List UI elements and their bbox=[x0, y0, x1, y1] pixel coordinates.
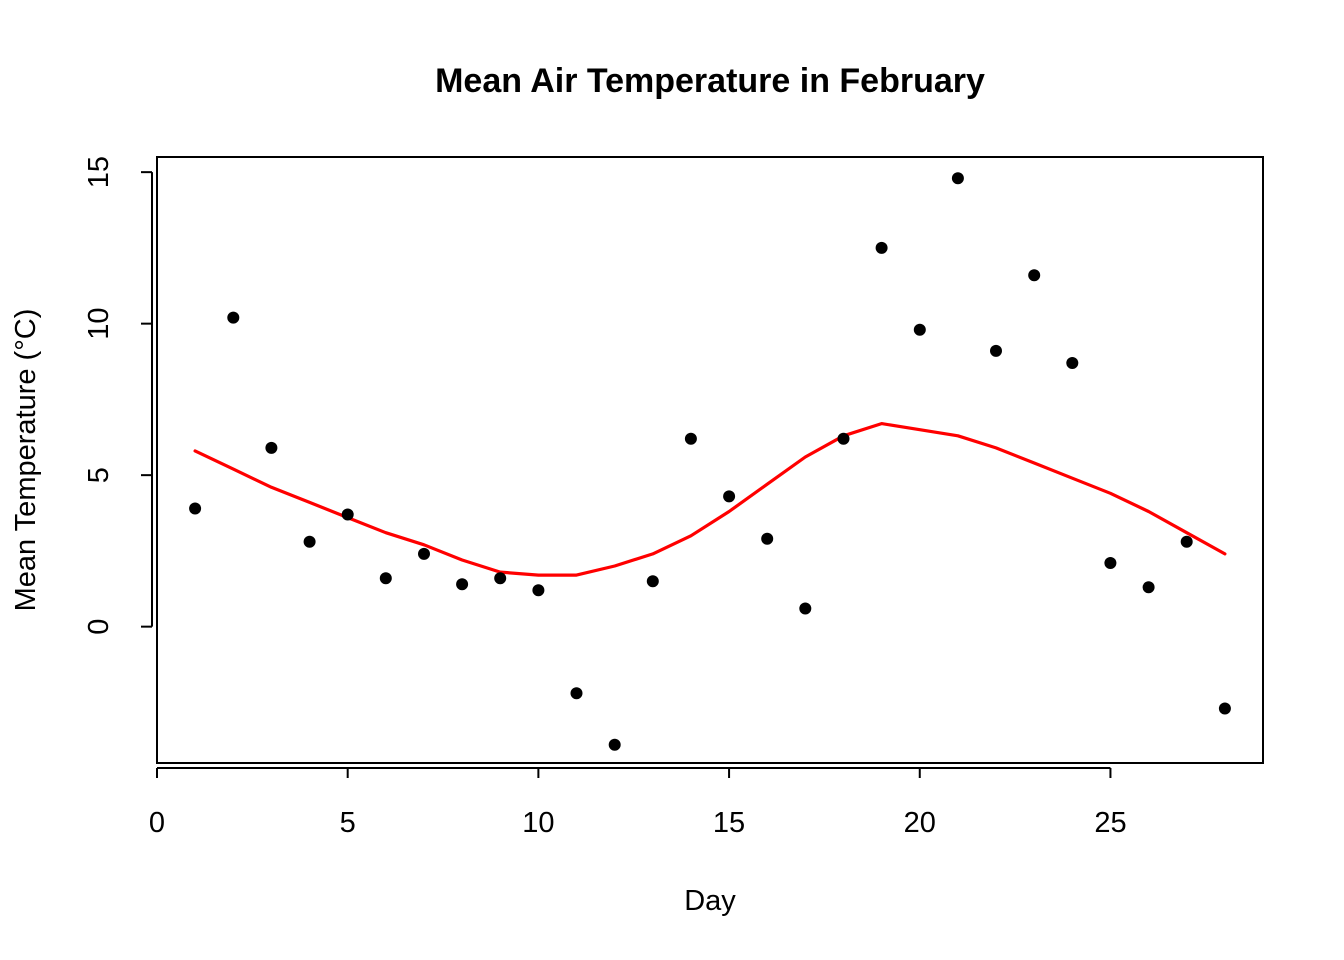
data-point bbox=[532, 584, 545, 597]
data-point bbox=[1218, 702, 1231, 715]
data-point bbox=[303, 535, 316, 548]
data-point bbox=[837, 432, 850, 445]
data-point bbox=[570, 687, 583, 700]
data-point bbox=[951, 172, 964, 185]
data-point bbox=[189, 502, 202, 515]
data-point bbox=[456, 578, 469, 591]
x-axis: 0 5 10 15 20 25 bbox=[149, 767, 1127, 839]
x-tick-label: 0 bbox=[149, 807, 165, 839]
y-tick-label: 15 bbox=[83, 156, 115, 188]
data-point bbox=[494, 572, 507, 585]
x-tick-label: 25 bbox=[1094, 807, 1126, 839]
y-tick-label: 5 bbox=[83, 467, 115, 483]
data-point bbox=[1142, 581, 1155, 594]
data-point bbox=[265, 441, 278, 454]
data-point bbox=[646, 575, 659, 588]
data-point bbox=[1180, 535, 1193, 548]
chart-title: Mean Air Temperature in February bbox=[435, 62, 985, 100]
data-point bbox=[341, 508, 354, 521]
data-point bbox=[723, 490, 736, 503]
y-tick-label: 10 bbox=[83, 308, 115, 340]
data-point bbox=[875, 241, 888, 254]
data-point bbox=[990, 344, 1002, 357]
y-axis: 0 5 10 15 bbox=[83, 156, 153, 635]
data-point bbox=[913, 323, 926, 336]
x-tick-label: 20 bbox=[904, 807, 936, 839]
plot-frame bbox=[156, 156, 1264, 764]
smoothed-trend-line bbox=[193, 422, 1227, 577]
x-tick-label: 10 bbox=[522, 807, 554, 839]
data-point bbox=[1028, 269, 1041, 282]
data-point bbox=[761, 532, 774, 545]
data-point bbox=[1104, 557, 1117, 569]
data-point bbox=[684, 432, 697, 445]
y-axis-label: Mean Temperature (°C) bbox=[10, 309, 42, 612]
x-tick-label: 5 bbox=[340, 807, 356, 839]
data-point bbox=[799, 602, 812, 615]
data-point bbox=[418, 547, 430, 560]
data-point bbox=[1066, 357, 1079, 369]
data-point bbox=[608, 738, 621, 751]
x-tick-label: 15 bbox=[713, 807, 745, 839]
y-tick-label: 0 bbox=[83, 619, 115, 635]
series-layer bbox=[189, 172, 1231, 751]
data-point bbox=[379, 572, 392, 585]
x-axis-label: Day bbox=[684, 885, 736, 917]
data-point bbox=[227, 311, 240, 324]
